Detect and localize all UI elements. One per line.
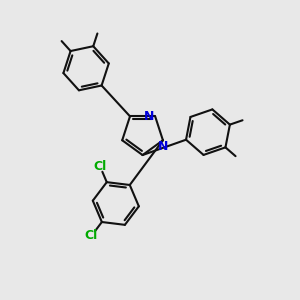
Text: Cl: Cl bbox=[85, 229, 98, 242]
Text: N: N bbox=[143, 110, 154, 123]
Text: N: N bbox=[158, 140, 168, 153]
Text: Cl: Cl bbox=[93, 160, 107, 173]
